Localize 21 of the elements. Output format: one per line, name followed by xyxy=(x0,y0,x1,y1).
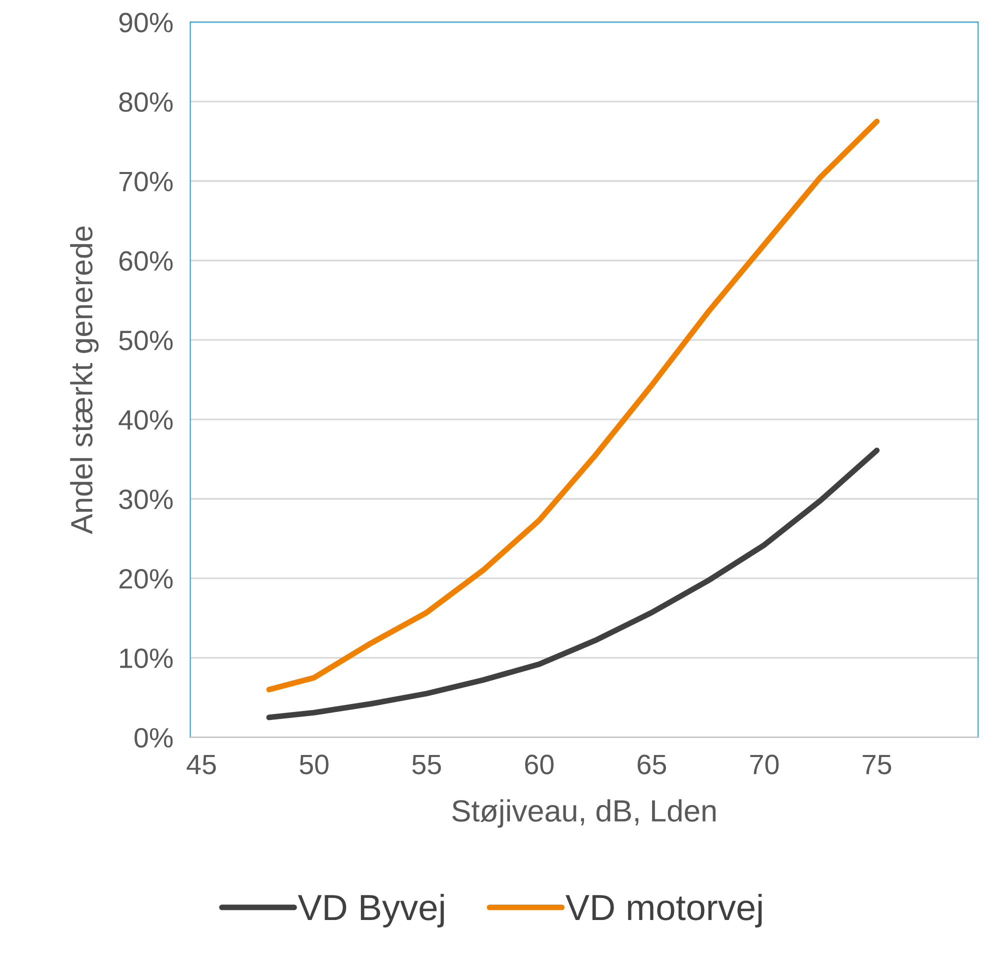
legend-label: VD Byvej xyxy=(298,894,444,928)
x-axis-title: Støjiveau, dB, Lden xyxy=(452,799,716,828)
y-tick-label: 10% xyxy=(120,648,173,668)
y-tick-label: 50% xyxy=(119,330,173,350)
y-tick-label: 20% xyxy=(119,569,173,589)
y-tick-label: 80% xyxy=(119,92,173,112)
x-tick-label: 75 xyxy=(862,754,892,774)
y-tick-label: 40% xyxy=(118,410,173,430)
y-tick-label: 30% xyxy=(119,490,173,510)
y-axis-title: Andel stærkt generede xyxy=(70,226,99,534)
x-tick-label: 55 xyxy=(412,754,441,774)
x-tick-label: 50 xyxy=(300,754,328,774)
x-tick-label: 60 xyxy=(525,754,554,774)
x-tick-label: 65 xyxy=(638,754,666,774)
x-tick-label: 70 xyxy=(750,754,779,774)
x-tick-label: 45 xyxy=(186,754,216,774)
legend-label: VD motorvej xyxy=(566,894,762,928)
y-tick-label: 70% xyxy=(119,172,173,192)
y-tick-label: 90% xyxy=(119,12,173,32)
y-tick-label: 0% xyxy=(134,728,173,748)
y-tick-label: 60% xyxy=(119,251,173,271)
